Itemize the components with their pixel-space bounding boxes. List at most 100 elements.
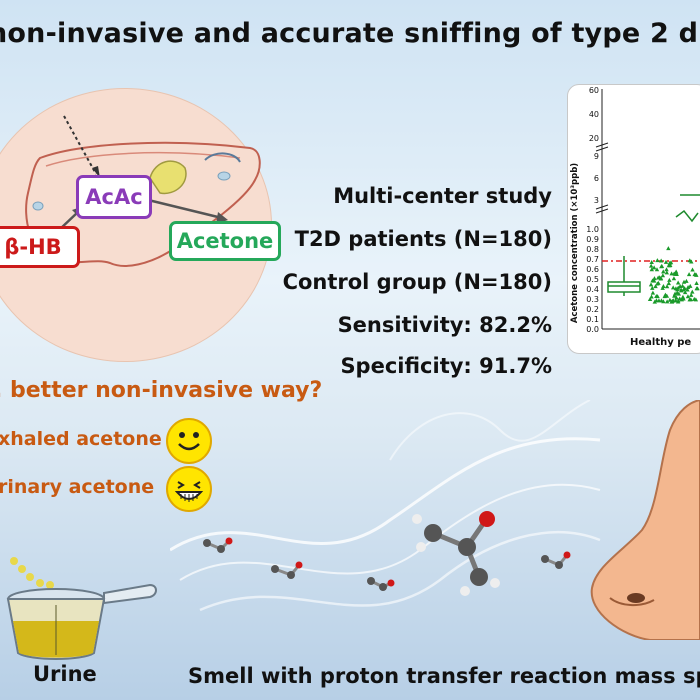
urine-droplets [10,557,54,589]
data-point [688,283,693,288]
boxplot-box [607,281,641,293]
data-point [673,271,678,276]
acac-tag: AcAc [76,175,152,219]
option-exhaled: xhaled acetone [0,428,162,450]
urine-cup-icon [6,557,157,660]
data-point [664,270,670,275]
y-tick-label: 0.9 [586,235,599,244]
data-point [650,290,656,295]
y-tick-label: 6 [594,174,599,183]
data-point [652,299,657,304]
data-point [686,272,692,277]
data-point [661,269,666,274]
data-point [694,280,699,285]
data-point [671,276,677,281]
input-arrow [63,115,97,175]
stat-specificity: Specificity: 91.7% [340,354,552,378]
urine-label: Urine [33,662,97,686]
stat-study: Multi-center study [333,184,552,208]
y-tick-label: 1.0 [586,225,599,234]
data-point [661,283,666,288]
stat-control: Control group (N=180) [282,270,552,294]
data-point [664,267,669,272]
data-point [675,299,681,304]
data-point [690,289,695,294]
data-point [687,258,693,263]
y-tick-label: 9 [594,152,599,161]
y-tick-label: 0.4 [586,285,599,294]
y-tick-label: 0.5 [586,275,599,284]
data-point [648,263,654,268]
acetone-chart: Acetone concentration (×10³ppb) 60 40 20 9 6… [570,86,700,348]
data-point [648,282,654,287]
data-point [685,285,691,290]
data-point [649,267,654,272]
data-point [653,284,658,289]
data-point [675,280,681,285]
data-point [660,273,666,278]
molecule-small-3 [367,577,395,591]
data-point [654,294,659,299]
data-point [692,296,697,301]
molecule-small-1 [203,537,233,553]
y-tick-label: 3 [594,196,599,205]
data-point [667,297,673,302]
data-point [694,272,699,277]
data-point [655,258,660,263]
molecule-small-2 [271,561,303,579]
data-point [684,278,689,283]
page-title: non-invasive and accurate sniffing of ty… [0,18,699,49]
data-point [647,297,653,302]
chart-xlabel: Healthy pe [630,337,691,348]
data-point [650,285,655,290]
y-tick-label: 20 [589,134,599,143]
data-point [685,294,691,299]
data-point [661,299,666,304]
acetone-molecules [203,511,571,596]
data-point [672,291,678,296]
option-urinary: rinary acetone [0,476,155,498]
data-point [652,276,657,281]
data-point [649,294,654,299]
y-tick-label: 0.6 [586,265,599,274]
data-point [657,275,662,280]
smell-label: Smell with proton transfer reaction mass… [188,664,700,688]
data-point [649,259,654,264]
y-tick-label: 60 [589,86,599,95]
data-point [669,299,675,304]
data-point [663,259,669,264]
data-point [670,285,676,290]
data-point [694,286,699,291]
data-point [666,246,671,251]
y-tick-label: 0.2 [586,305,599,314]
data-point [669,271,674,276]
data-point [651,265,657,270]
data-point [664,284,670,289]
data-point [690,267,695,272]
data-point [681,279,687,284]
grinning-icon [166,466,212,512]
data-point [679,288,684,293]
beta-hb-tag: β-HB [0,226,80,268]
data-point [682,286,687,291]
y-tick-label: 0.7 [586,255,599,264]
data-point [654,267,660,272]
healthy-boxplot [607,256,641,296]
data-point [679,297,684,302]
data-point [677,296,682,301]
acac-to-acetone-arrow [139,196,223,220]
smiley-icon [166,418,212,464]
data-point [664,293,670,298]
y-tick-label: 0.0 [586,325,599,334]
data-point [655,281,660,286]
data-point [675,287,680,292]
chart-ylabel: Acetone concentration (×10³ppb) [570,163,580,323]
stat-t2d: T2D patients (N=180) [294,227,552,251]
chart-panel: Acetone concentration (×10³ppb) 60 40 20 9 6… [567,84,700,354]
acetone-tag: Acetone [169,221,281,261]
data-point [672,293,677,298]
data-point [687,297,692,302]
stat-sensitivity: Sensitivity: 82.2% [337,313,552,337]
y-tick-label: 40 [589,110,599,119]
data-point [666,281,671,286]
